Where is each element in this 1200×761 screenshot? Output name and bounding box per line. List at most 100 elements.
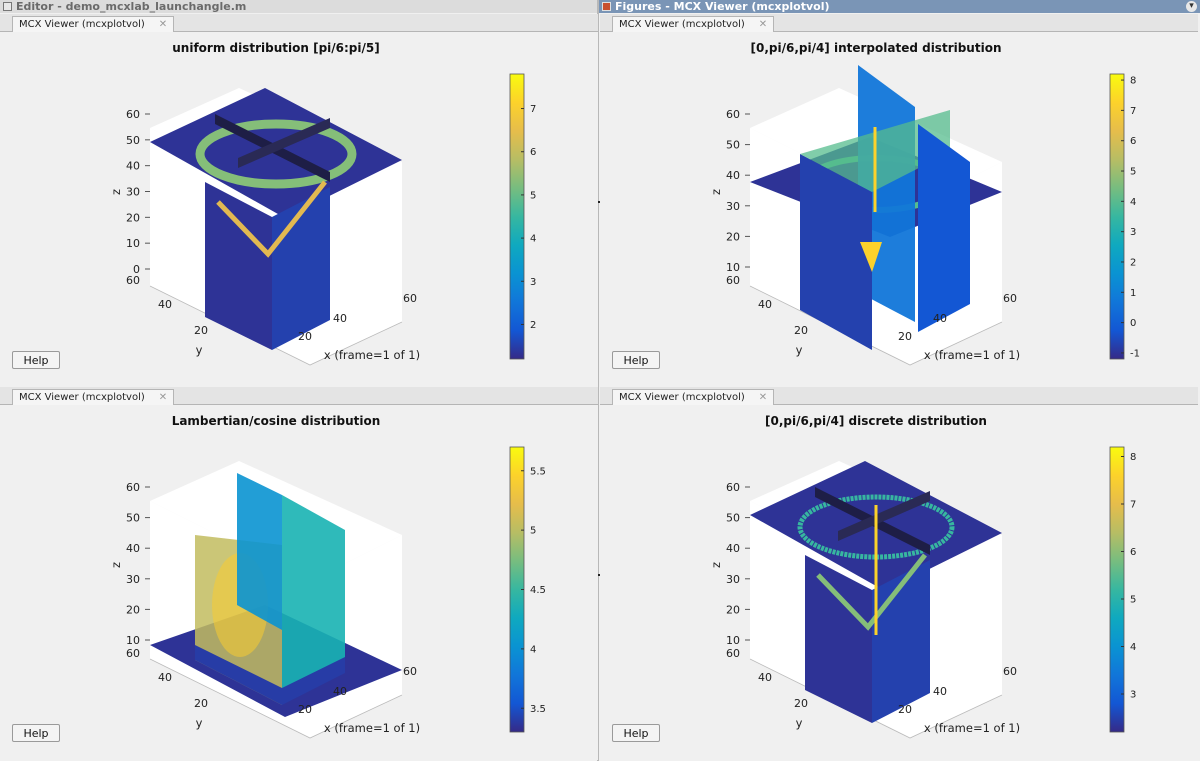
- x-tick-label: 20: [898, 703, 912, 716]
- x-axis-label: x (frame=1 of 1): [324, 721, 420, 735]
- x-axis-label: x (frame=1 of 1): [924, 348, 1020, 362]
- x-tick-label: 40: [933, 312, 947, 325]
- z-tick-label: 10: [126, 237, 140, 250]
- z-tick-label: 60: [126, 481, 140, 494]
- tab-mcx-viewer[interactable]: MCX Viewer (mcxplotvol) ✕: [612, 389, 775, 405]
- z-axis-label: z: [109, 562, 123, 568]
- colorbar-tick-label: -1: [1130, 348, 1140, 359]
- x-slice-lower: [918, 124, 970, 332]
- colorbar-tick-label: 5: [530, 190, 536, 201]
- y-slice-plane: [205, 182, 272, 350]
- slice-base: [195, 645, 345, 705]
- x-tick-label: 60: [1003, 292, 1017, 305]
- tab-mcx-viewer[interactable]: MCX Viewer (mcxplotvol) ✕: [12, 16, 175, 32]
- colorbar-tick-label: 2: [530, 320, 536, 331]
- z-tick-label: 30: [726, 200, 740, 213]
- mcx-viewer-panel: MCX Viewer (mcxplotvol) ✕ [0,pi/6,pi/4] di…: [600, 387, 1198, 760]
- x-tick-label: 20: [298, 703, 312, 716]
- colorbar-tick-label: 4: [530, 644, 536, 655]
- x-tick-label: 20: [298, 330, 312, 343]
- plot-title: uniform distribution [pi/6:pi/5]: [172, 41, 379, 55]
- z-tick-label: 10: [126, 634, 140, 647]
- x-tick-label: 40: [933, 685, 947, 698]
- y-tick-label: 60: [726, 647, 740, 660]
- figure-canvas[interactable]: [0,pi/6,pi/4] discrete distribution 10 20 3…: [600, 405, 1198, 760]
- y-tick-label: 20: [194, 324, 208, 337]
- slice-edge: [838, 491, 930, 541]
- viewer-tab-strip: MCX Viewer (mcxplotvol) ✕: [600, 387, 1198, 405]
- z-tick-label: 60: [726, 108, 740, 121]
- z-tick-label: 10: [726, 261, 740, 274]
- plot-title: [0,pi/6,pi/4] discrete distribution: [765, 414, 987, 428]
- cone-pattern: [816, 553, 927, 631]
- close-tab-icon[interactable]: ✕: [758, 19, 768, 30]
- tab-mcx-viewer[interactable]: MCX Viewer (mcxplotvol) ✕: [612, 16, 775, 32]
- x-tick-label: 40: [333, 312, 347, 325]
- close-tab-icon[interactable]: ✕: [158, 19, 168, 30]
- colorbar-tick-label: 4: [1130, 642, 1136, 653]
- colorbar-tick-label: 5: [1130, 167, 1136, 178]
- z-tick-label: 20: [726, 230, 740, 243]
- figures-title: Figures - MCX Viewer (mcxplotvol): [615, 0, 830, 13]
- help-button[interactable]: Help: [12, 351, 60, 369]
- tab-mcx-viewer[interactable]: MCX Viewer (mcxplotvol) ✕: [12, 389, 175, 405]
- y-axis-label: y: [196, 716, 203, 730]
- z-tick-label: 40: [126, 542, 140, 555]
- close-tab-icon[interactable]: ✕: [158, 392, 168, 403]
- mcx-viewer-panel: MCX Viewer (mcxplotvol) ✕ uniform distribu…: [0, 14, 598, 387]
- vertical-splitter[interactable]: [597, 0, 599, 761]
- y-tick-label: 60: [126, 647, 140, 660]
- z-tick-label: 30: [126, 573, 140, 586]
- viewer-tab-strip: MCX Viewer (mcxplotvol) ✕: [600, 14, 1198, 32]
- figure-canvas[interactable]: Lambertian/cosine distribution 10 20 30 40 50…: [0, 405, 598, 760]
- editor-title: Editor - demo_mcxlab_launchangle.m: [16, 0, 247, 13]
- y-axis-label: y: [196, 343, 203, 357]
- z-tick-label: 60: [726, 481, 740, 494]
- axes-floor-edge: [149, 658, 403, 739]
- y-tick-label: 20: [794, 697, 808, 710]
- matlab-figure-icon: [602, 2, 611, 11]
- slice-edge: [238, 118, 330, 168]
- splitter-grip[interactable]: [598, 201, 600, 203]
- figure-canvas[interactable]: uniform distribution [pi/6:pi/5] 0 10 20 30 4…: [0, 32, 598, 387]
- y-tick-label: 40: [158, 671, 172, 684]
- z-tick-label: 0: [133, 263, 140, 276]
- y-tick-label: 40: [758, 671, 772, 684]
- z-tick-label: 20: [726, 603, 740, 616]
- tab-label: MCX Viewer (mcxplotvol): [619, 392, 745, 403]
- editor-window-icon: [3, 2, 12, 11]
- x-slice-back: [237, 473, 282, 630]
- x-tick-label: 60: [1003, 665, 1017, 678]
- y-slice-plane: [805, 555, 872, 723]
- colorbar[interactable]: [1109, 446, 1125, 733]
- x-axis-label: x (frame=1 of 1): [324, 348, 420, 362]
- help-button[interactable]: Help: [612, 724, 660, 742]
- help-button[interactable]: Help: [612, 351, 660, 369]
- z-tick-label: 50: [126, 134, 140, 147]
- colorbar-tick-label: 6: [1130, 547, 1136, 558]
- z-tick-label: 10: [726, 634, 740, 647]
- y-tick-label: 20: [194, 697, 208, 710]
- splitter-grip[interactable]: [598, 574, 600, 576]
- colorbar-tick-label: 4: [1130, 197, 1136, 208]
- tab-label: MCX Viewer (mcxplotvol): [19, 19, 145, 30]
- colorbar[interactable]: [509, 73, 525, 360]
- colorbar[interactable]: [1109, 73, 1125, 360]
- x-tick-label: 60: [403, 665, 417, 678]
- x-tick-label: 40: [333, 685, 347, 698]
- z-axis-label: z: [709, 562, 723, 568]
- plot-title: Lambertian/cosine distribution: [172, 414, 381, 428]
- window-menu-icon[interactable]: ▾: [1186, 1, 1197, 12]
- figure-canvas[interactable]: [0,pi/6,pi/4] interpolated distribution 1…: [600, 32, 1198, 387]
- close-tab-icon[interactable]: ✕: [758, 392, 768, 403]
- viewer-tab-strip: MCX Viewer (mcxplotvol) ✕: [0, 14, 598, 32]
- y-slice-lower: [800, 154, 872, 350]
- z-tick-label: 20: [126, 211, 140, 224]
- colorbar-tick-label: 6: [530, 147, 536, 158]
- figures-titlebar: Figures - MCX Viewer (mcxplotvol) ▾: [599, 0, 1200, 13]
- colorbar-tick-label: 6: [1130, 136, 1136, 147]
- ring-pattern: [797, 494, 955, 560]
- viewer-tab-strip: MCX Viewer (mcxplotvol) ✕: [0, 387, 598, 405]
- help-button[interactable]: Help: [12, 724, 60, 742]
- plot-title: [0,pi/6,pi/4] interpolated distribution: [750, 41, 1001, 55]
